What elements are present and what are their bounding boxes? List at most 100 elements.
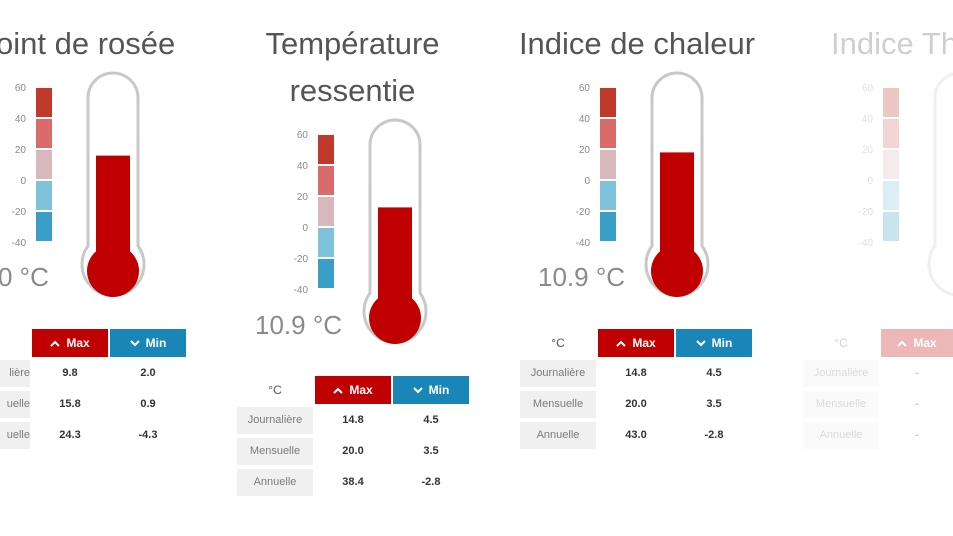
scale-block — [318, 228, 334, 257]
row-max: 24.3 — [59, 429, 81, 441]
row-min: 2.0 — [140, 367, 156, 379]
panel-title-line: Indice de chaleur — [518, 26, 756, 61]
panel-title-line: ressentie — [289, 73, 416, 108]
panel-title-line: Température — [265, 26, 440, 61]
scale-block — [36, 150, 52, 179]
scale-tick-label: 0 — [867, 176, 873, 187]
min-label: Min — [428, 383, 450, 397]
scale-tick-label: 20 — [862, 145, 874, 156]
scale-tick-label: 60 — [297, 130, 309, 141]
scale-block — [36, 88, 52, 117]
scale-block — [883, 212, 899, 241]
chevron-up-icon — [50, 340, 61, 348]
scale-block — [36, 181, 52, 210]
scale-block — [318, 259, 334, 288]
unit-header: °C — [551, 336, 565, 350]
max-header: Max — [32, 329, 108, 357]
row-label: Annuelle — [237, 469, 313, 496]
min-label: Min — [711, 336, 733, 350]
scale-tick-label: 60 — [862, 83, 874, 94]
row-min: -4.3 — [138, 429, 158, 441]
mercury-bulb — [651, 245, 703, 297]
row-min: 0.9 — [140, 398, 156, 410]
mercury-bulb — [87, 245, 139, 297]
row-min: -2.8 — [421, 476, 441, 488]
current-temperature: 0 °C — [0, 262, 49, 292]
thermometer: 60 40 20 0 -20 -40 — [12, 71, 146, 297]
scale-tick-label: 0 — [302, 223, 308, 234]
chevron-down-icon — [129, 340, 140, 347]
min-header: Min — [393, 376, 469, 404]
scale-block — [36, 212, 52, 241]
row-label: Annuelle — [520, 422, 596, 449]
scale-block — [600, 88, 616, 117]
row-max: 38.4 — [342, 476, 364, 488]
row-label: uelle — [0, 391, 30, 418]
row-label: uelle — [0, 422, 30, 449]
max-header: Max — [881, 329, 953, 357]
scale-block — [883, 88, 899, 117]
max-label: Max — [632, 336, 656, 350]
row-min: 3.5 — [423, 445, 439, 457]
mercury-column — [378, 207, 412, 305]
max-header: Max — [598, 329, 674, 357]
chevron-up-icon — [333, 387, 344, 395]
mercury-bulb — [369, 292, 421, 344]
row-label: Journalière — [520, 360, 596, 387]
row-max: 43.0 — [625, 429, 647, 441]
chevron-up-icon — [616, 340, 627, 348]
row-max: 20.0 — [625, 398, 647, 410]
thermometer: 60 40 20 0 -20 -40 — [294, 118, 428, 344]
max-label: Max — [66, 336, 90, 350]
max-label: Max — [349, 383, 373, 397]
row-min: 4.5 — [423, 414, 439, 426]
scale-tick-label: -20 — [576, 207, 591, 218]
row-label: lière — [0, 360, 30, 387]
row-max: 14.8 — [342, 414, 364, 426]
row-label: Journalière — [237, 407, 313, 434]
row-min: 3.5 — [706, 398, 722, 410]
min-header: Min — [110, 329, 186, 357]
row-label: Journalière — [803, 360, 879, 387]
scale-block — [600, 150, 616, 179]
scale-tick-label: 60 — [579, 83, 591, 94]
scale-tick-label: 60 — [15, 83, 27, 94]
scale-block — [883, 119, 899, 148]
scale-tick-label: 0 — [20, 176, 26, 187]
scale-block — [36, 119, 52, 148]
scale-block — [883, 150, 899, 179]
max-header: Max — [315, 376, 391, 404]
row-min: -2.8 — [704, 429, 724, 441]
mercury-column — [660, 152, 694, 258]
scale-tick-label: 20 — [579, 145, 591, 156]
row-label: Mensuelle — [237, 438, 313, 465]
current-temperature: 10.9 °C — [255, 310, 343, 340]
scale-block — [318, 197, 334, 226]
panel-title: Indice Th — [831, 20, 953, 67]
scale-tick-label: 20 — [297, 192, 309, 203]
row-label: Mensuelle — [803, 391, 879, 418]
scale-tick-label: 40 — [297, 161, 309, 172]
row-max: - — [915, 398, 919, 410]
scale-block — [318, 166, 334, 195]
panel-title: Température ressentie — [245, 20, 460, 114]
row-label: Annuelle — [803, 422, 879, 449]
scale-tick-label: 0 — [584, 176, 590, 187]
scale-block — [600, 119, 616, 148]
row-max: 15.8 — [59, 398, 81, 410]
row-max: 14.8 — [625, 367, 647, 379]
unit-header: °C — [268, 383, 282, 397]
row-max: 20.0 — [342, 445, 364, 457]
row-min: 4.5 — [706, 367, 722, 379]
panel-title: Indice de chaleur — [506, 20, 768, 67]
chevron-down-icon — [412, 387, 423, 394]
panel-title-line: Indice Th — [831, 26, 953, 61]
min-label: Min — [145, 336, 167, 350]
thermometer: 60 40 20 0 -20 -40 — [859, 72, 953, 296]
thermometer-tube — [927, 72, 953, 296]
scale-block — [600, 181, 616, 210]
scale-tick-label: -40 — [859, 238, 874, 249]
mercury-column — [96, 155, 130, 258]
scale-tick-label: -40 — [576, 238, 591, 249]
scale-tick-label: -40 — [294, 285, 309, 296]
